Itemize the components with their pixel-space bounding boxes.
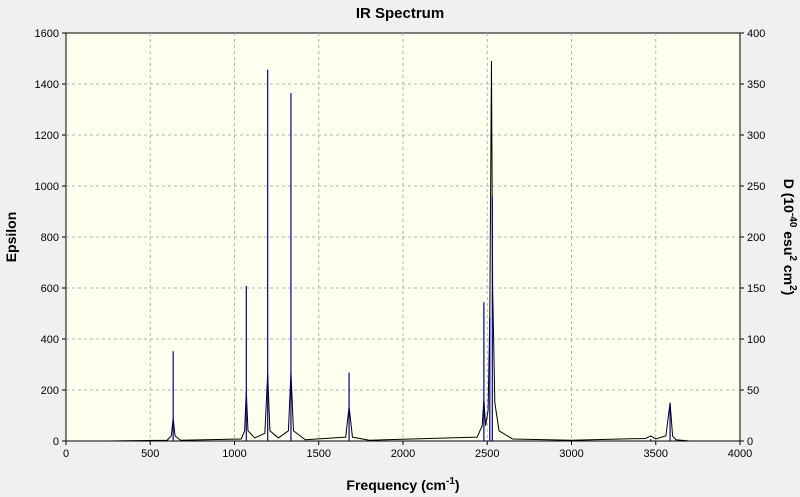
y2-tick-label: 50 xyxy=(747,385,759,397)
x-tick-label: 0 xyxy=(63,448,69,460)
y2-axis-label: D (10-40 esu2 cm2) xyxy=(781,179,798,296)
x-tick-label: 500 xyxy=(141,448,159,460)
y2-tick-label: 100 xyxy=(747,334,765,346)
x-tick-label: 3500 xyxy=(644,448,668,460)
x-tick-label: 4000 xyxy=(728,448,752,460)
x-tick-label: 2000 xyxy=(391,448,415,460)
x-label-part: Frequency (cm xyxy=(346,477,446,493)
y-tick-label: 1600 xyxy=(35,28,59,40)
y-tick-label: 1400 xyxy=(35,79,59,91)
x-axis-label: Frequency (cm-1) xyxy=(346,476,459,493)
y2-tick-label: 400 xyxy=(747,28,765,40)
y2-label-part: D (10 xyxy=(781,179,797,213)
y2-tick-label: 300 xyxy=(747,130,765,142)
x-tick-label: 3000 xyxy=(559,448,583,460)
y2-label-part: esu xyxy=(781,227,797,255)
y-tick-label: 400 xyxy=(41,334,59,346)
spectrum-line xyxy=(108,61,690,442)
y2-tick-label: 200 xyxy=(747,232,765,244)
y-axis-label: Epsilon xyxy=(3,212,19,263)
y2-tick-label: 0 xyxy=(747,436,753,448)
x-tick-label: 2500 xyxy=(475,448,499,460)
y2-label-part: cm xyxy=(781,261,797,285)
y-tick-label: 600 xyxy=(41,283,59,295)
y-tick-label: 0 xyxy=(53,436,59,448)
y2-label-sup: -40 xyxy=(787,213,798,228)
chart-title: IR Spectrum xyxy=(356,5,444,22)
y-tick-label: 1200 xyxy=(35,130,59,142)
x-label-sup: -1 xyxy=(446,476,455,487)
y2-tick-label: 150 xyxy=(747,283,765,295)
y-tick-label: 1000 xyxy=(35,181,59,193)
x-label-part: ) xyxy=(455,477,460,493)
y2-tick-label: 250 xyxy=(747,181,765,193)
y2-label-sup: 2 xyxy=(787,285,798,291)
y-tick-label: 800 xyxy=(41,232,59,244)
y2-label-part: ) xyxy=(781,291,797,296)
x-tick-label: 1000 xyxy=(222,448,246,460)
x-tick-label: 1500 xyxy=(307,448,331,460)
y-tick-label: 200 xyxy=(41,385,59,397)
y2-tick-label: 350 xyxy=(747,79,765,91)
y2-label-sup: 2 xyxy=(787,255,798,261)
